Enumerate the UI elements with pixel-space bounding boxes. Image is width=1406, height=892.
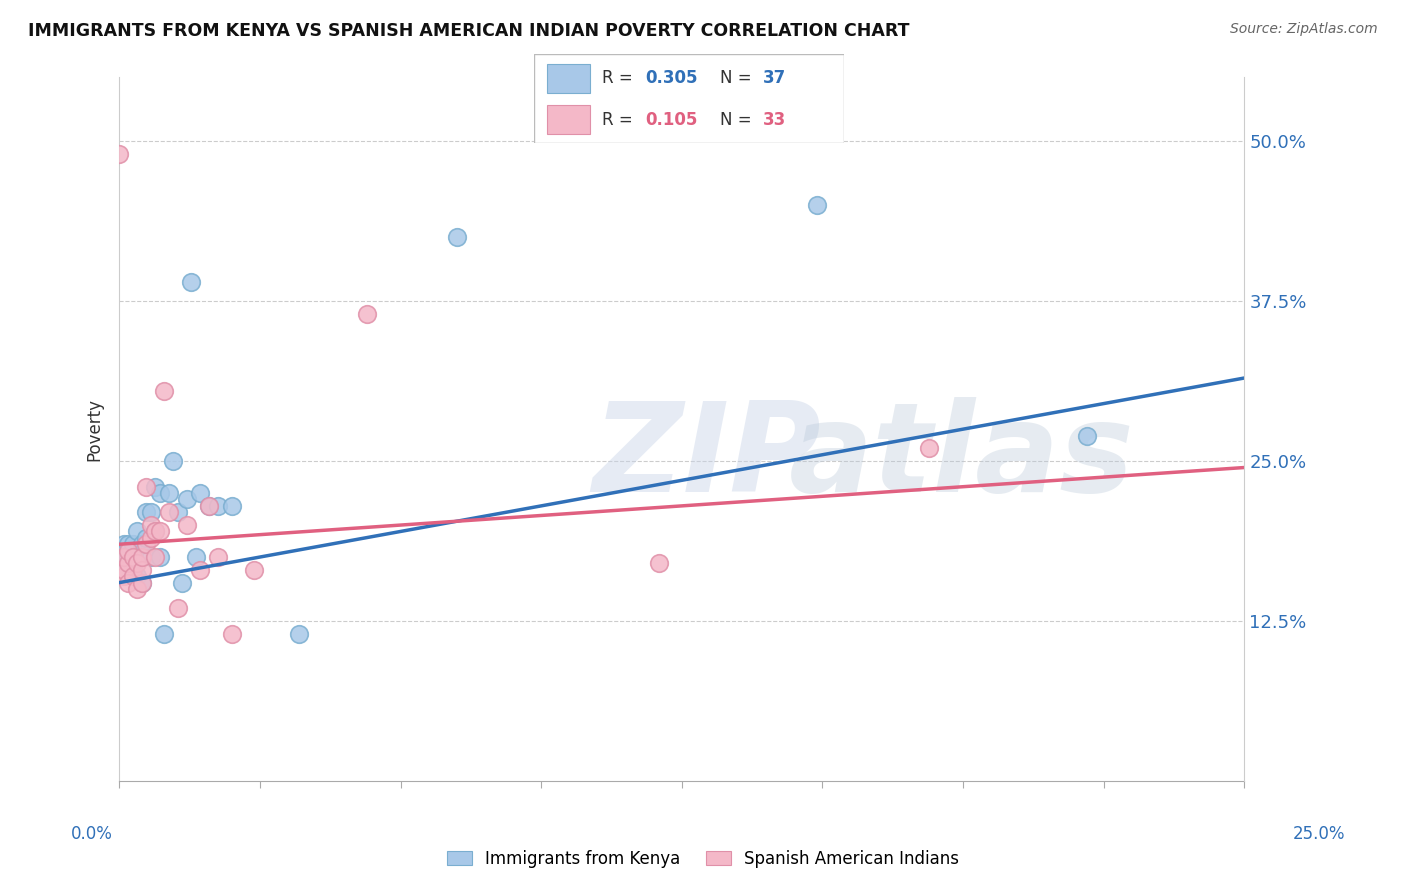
- Point: [117, 557, 139, 571]
- Point: [243, 563, 266, 577]
- Point: [117, 557, 139, 571]
- Text: 0.305: 0.305: [645, 70, 699, 87]
- Point: [131, 563, 153, 577]
- Point: [207, 549, 229, 564]
- Point: [112, 563, 135, 577]
- Text: IMMIGRANTS FROM KENYA VS SPANISH AMERICAN INDIAN POVERTY CORRELATION CHART: IMMIGRANTS FROM KENYA VS SPANISH AMERICA…: [28, 22, 910, 40]
- Text: 0.105: 0.105: [645, 111, 697, 128]
- Point: [143, 524, 166, 539]
- Text: R =: R =: [602, 111, 638, 128]
- Y-axis label: Poverty: Poverty: [86, 398, 103, 460]
- Bar: [547, 64, 591, 93]
- Point: [112, 549, 135, 564]
- Text: atlas: atlas: [789, 397, 1135, 517]
- Point: [112, 569, 135, 583]
- Point: [176, 492, 198, 507]
- Point: [127, 557, 149, 571]
- Text: 25.0%: 25.0%: [1292, 825, 1346, 843]
- Point: [121, 549, 143, 564]
- Point: [127, 582, 149, 596]
- Point: [139, 549, 162, 564]
- Text: R =: R =: [602, 70, 638, 87]
- Point: [918, 442, 941, 456]
- Point: [131, 575, 153, 590]
- Point: [149, 486, 172, 500]
- Point: [446, 230, 468, 244]
- Text: N =: N =: [720, 111, 756, 128]
- Point: [806, 198, 828, 212]
- Point: [180, 275, 202, 289]
- Point: [121, 549, 143, 564]
- Point: [184, 549, 207, 564]
- Text: Source: ZipAtlas.com: Source: ZipAtlas.com: [1230, 22, 1378, 37]
- Point: [198, 499, 221, 513]
- Bar: [547, 105, 591, 134]
- Text: 37: 37: [763, 70, 786, 87]
- Point: [117, 537, 139, 551]
- Point: [166, 601, 188, 615]
- Point: [117, 549, 139, 564]
- Point: [112, 549, 135, 564]
- Text: 33: 33: [763, 111, 786, 128]
- Point: [121, 563, 143, 577]
- Point: [131, 575, 153, 590]
- Point: [131, 549, 153, 564]
- FancyBboxPatch shape: [534, 54, 844, 143]
- Point: [207, 499, 229, 513]
- Point: [143, 549, 166, 564]
- Point: [108, 147, 131, 161]
- Point: [117, 543, 139, 558]
- Text: N =: N =: [720, 70, 756, 87]
- Point: [221, 627, 243, 641]
- Point: [198, 499, 221, 513]
- Point: [162, 454, 184, 468]
- Point: [143, 480, 166, 494]
- Point: [127, 524, 149, 539]
- Point: [135, 537, 157, 551]
- Point: [121, 537, 143, 551]
- Point: [648, 557, 671, 571]
- Point: [139, 518, 162, 533]
- Point: [135, 480, 157, 494]
- Point: [112, 537, 135, 551]
- Point: [157, 486, 180, 500]
- Point: [139, 505, 162, 519]
- Text: ZIP: ZIP: [592, 397, 821, 517]
- Point: [288, 627, 311, 641]
- Point: [157, 505, 180, 519]
- Text: 0.0%: 0.0%: [70, 825, 112, 843]
- Point: [117, 575, 139, 590]
- Point: [356, 307, 378, 321]
- Point: [149, 549, 172, 564]
- Point: [188, 486, 211, 500]
- Point: [139, 531, 162, 545]
- Point: [135, 531, 157, 545]
- Point: [166, 505, 188, 519]
- Point: [127, 569, 149, 583]
- Point: [112, 563, 135, 577]
- Point: [172, 575, 194, 590]
- Point: [221, 499, 243, 513]
- Point: [188, 563, 211, 577]
- Point: [143, 524, 166, 539]
- Point: [135, 505, 157, 519]
- Point: [176, 518, 198, 533]
- Point: [121, 569, 143, 583]
- Point: [153, 627, 176, 641]
- Point: [153, 384, 176, 398]
- Legend: Immigrants from Kenya, Spanish American Indians: Immigrants from Kenya, Spanish American …: [440, 844, 966, 875]
- Point: [131, 537, 153, 551]
- Point: [149, 524, 172, 539]
- Point: [1076, 428, 1098, 442]
